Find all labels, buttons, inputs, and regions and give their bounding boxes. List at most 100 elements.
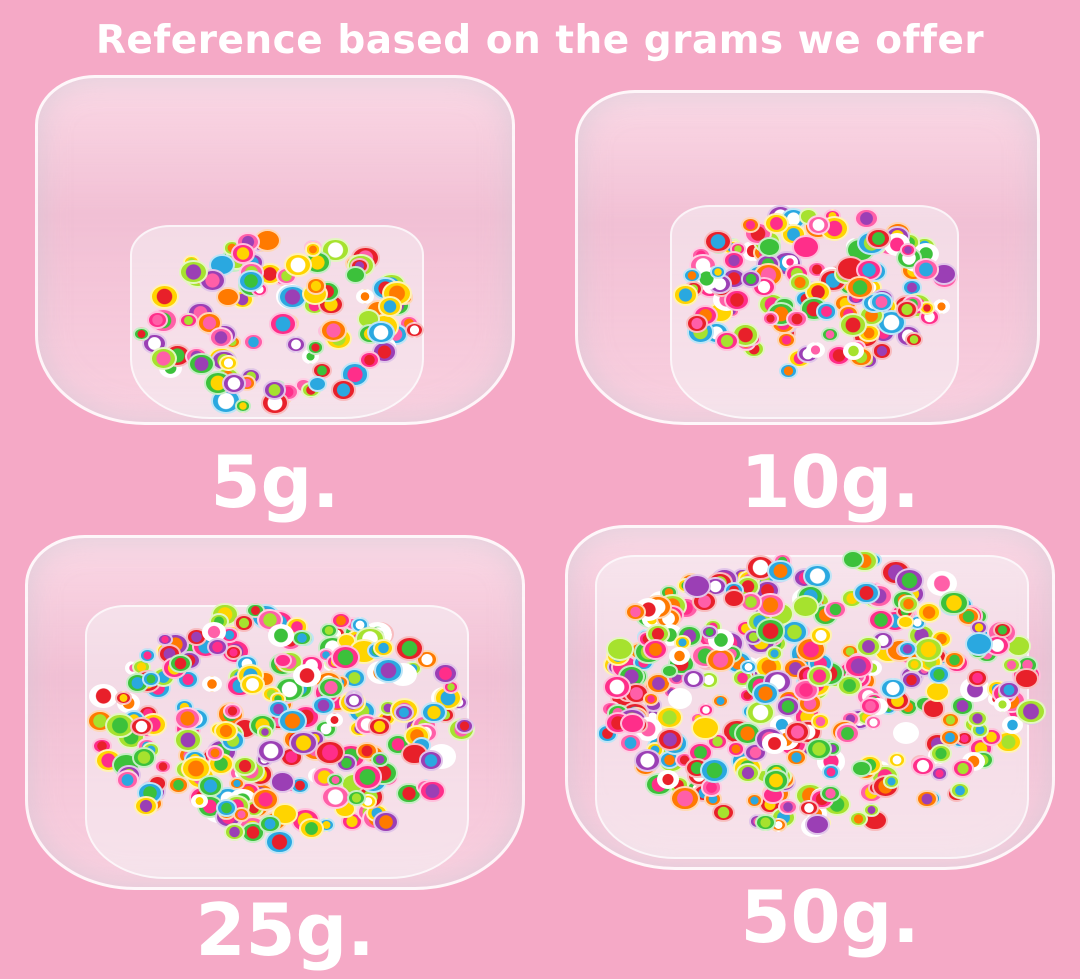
fruit-slice	[222, 373, 247, 394]
fruit-slice	[839, 313, 868, 338]
fruit-slice	[897, 640, 917, 657]
fruit-slice	[897, 615, 914, 630]
fruit-slice	[278, 708, 307, 733]
fruit-slice	[912, 258, 939, 281]
fruit-slice	[201, 675, 222, 693]
fruit-slice	[805, 341, 825, 358]
fruit-slice	[224, 822, 246, 841]
fruit-slice	[352, 764, 383, 790]
fruit-slice	[917, 601, 942, 623]
fruit-slice	[293, 663, 322, 688]
fruit-slice	[784, 721, 811, 743]
fruit-slice	[710, 265, 727, 279]
fruit-slice	[821, 327, 840, 343]
fruit-slice	[715, 330, 740, 352]
fruit-slice	[421, 701, 447, 724]
fruit-slice	[394, 704, 415, 722]
fruit-slice	[320, 622, 339, 639]
fruit-slice	[661, 663, 678, 679]
fruit-slice	[374, 658, 403, 683]
fruit-slice	[871, 342, 893, 360]
fruit-slice	[887, 752, 907, 768]
fruit-slice	[764, 212, 790, 235]
fruit-slice	[786, 309, 808, 329]
fruit-slice	[292, 629, 312, 647]
fruit-slice	[807, 215, 831, 235]
fruit-slice	[238, 269, 265, 292]
fruit-slice	[791, 234, 820, 259]
fruit-slice	[173, 707, 201, 731]
fruit-slice	[846, 275, 874, 299]
fruit-slice	[699, 757, 730, 783]
weight-label-10g: 10g.	[740, 440, 920, 524]
fruit-slice	[326, 712, 343, 727]
fruit-slice	[197, 775, 223, 797]
fruit-slice	[775, 696, 800, 717]
fruit-slice	[697, 702, 715, 718]
fruit-slice	[131, 747, 157, 769]
fruit-slice	[930, 766, 948, 781]
fruit-slice	[344, 692, 365, 709]
fruit-slice	[736, 762, 760, 783]
fruit-slice	[179, 312, 198, 329]
fruit-slice	[755, 813, 776, 831]
fruit-slice	[910, 756, 935, 777]
fruit-slice	[880, 677, 906, 700]
fruit-slice	[284, 252, 313, 277]
fruit-slice	[842, 341, 865, 360]
fruit-slice	[419, 749, 444, 771]
fruit-slice	[168, 776, 189, 794]
fruit-slice	[691, 715, 721, 741]
fruit-slice	[740, 216, 760, 233]
fruit-slice	[762, 769, 790, 792]
fruit-slice	[114, 690, 133, 706]
fruit-slice	[315, 740, 345, 766]
fruit-slice	[264, 829, 294, 855]
fruit-slice	[371, 752, 390, 768]
fruit-slice	[285, 335, 306, 353]
fruit-slice	[216, 286, 241, 308]
fruit-slice	[404, 321, 424, 338]
fruit-slice	[242, 333, 264, 351]
fruit-slice	[704, 229, 733, 254]
fruit-slice	[751, 681, 780, 706]
fruit-slice	[854, 208, 879, 230]
fruit-slice	[668, 688, 693, 709]
fruit-slice	[346, 789, 366, 806]
fruit-slice	[157, 632, 174, 647]
fruit-slice	[208, 327, 233, 349]
bowl-10g	[575, 90, 1040, 425]
fruit-slice	[230, 243, 256, 264]
fruit-slice	[810, 713, 831, 730]
fruit-slice	[149, 347, 178, 371]
fruit-slice	[824, 599, 847, 619]
fruit-slice	[130, 717, 153, 737]
fruit-slice	[174, 728, 202, 752]
fruit-slice	[321, 784, 351, 810]
fruit-slice	[395, 635, 425, 661]
fruit-slice	[206, 745, 225, 761]
bowl-5g	[35, 75, 515, 425]
fruit-slice	[377, 295, 403, 317]
fruit-slice	[712, 693, 730, 708]
fruit-slice	[778, 363, 798, 380]
fruit-slice	[765, 645, 784, 661]
fruit-slice	[154, 758, 172, 775]
fruit-slice	[851, 759, 872, 777]
weight-label-5g: 5g.	[210, 440, 340, 524]
fruit-slice	[939, 590, 969, 616]
fruit-slice	[307, 340, 324, 355]
fruit-slice	[815, 302, 838, 321]
bowl-25g	[25, 535, 525, 890]
fruit-slice	[853, 582, 880, 605]
fruit-slice	[419, 779, 446, 803]
fruit-slice	[949, 782, 970, 799]
fruit-slice	[740, 270, 762, 288]
fruit-slice	[865, 715, 883, 730]
fruit-slice	[805, 813, 830, 835]
fruit-slice	[240, 673, 265, 695]
fruit-slice	[218, 355, 238, 372]
fruit-slice	[289, 731, 318, 756]
fruit-slice	[356, 288, 374, 304]
fruit-slice	[89, 683, 118, 709]
